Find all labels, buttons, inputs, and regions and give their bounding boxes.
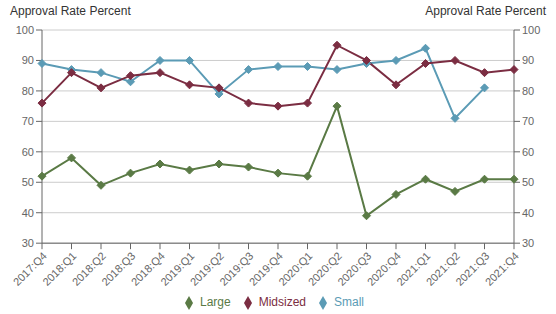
svg-text:40: 40 <box>22 207 34 219</box>
svg-text:50: 50 <box>522 176 534 188</box>
html-text:Approval Rate Percent: Approval Rate Percent <box>10 4 131 18</box>
html-text:Approval Rate Percent: Approval Rate Percent <box>425 4 546 18</box>
svg-text:2019:Q3: 2019:Q3 <box>217 249 256 288</box>
svg-text:40: 40 <box>522 207 534 219</box>
svg-text:90: 90 <box>22 54 34 66</box>
svg-text:80: 80 <box>522 85 534 97</box>
svg-text:2018:Q2: 2018:Q2 <box>69 249 108 288</box>
svg-text:70: 70 <box>22 115 34 127</box>
svg-text:90: 90 <box>522 54 534 66</box>
svg-text:50: 50 <box>22 176 34 188</box>
html-text:Small: Small <box>334 295 364 310</box>
svg-text:2020:Q2: 2020:Q2 <box>305 249 344 288</box>
svg-text:80: 80 <box>22 85 34 97</box>
svg-text:2021:Q2: 2021:Q2 <box>423 249 462 288</box>
html-text:Midsized: Midsized <box>258 295 306 310</box>
svg-text:2018:Q4: 2018:Q4 <box>128 249 167 288</box>
svg-text:100: 100 <box>16 24 34 36</box>
svg-text:2021:Q4: 2021:Q4 <box>483 250 521 288</box>
svg-text:2020:Q3: 2020:Q3 <box>335 249 374 288</box>
svg-text:2020:Q1: 2020:Q1 <box>276 249 315 288</box>
svg-text:2018:Q3: 2018:Q3 <box>99 249 138 288</box>
html-text:Large: Large <box>200 295 231 310</box>
svg-text:70: 70 <box>522 115 534 127</box>
svg-text:60: 60 <box>22 146 34 158</box>
svg-text:2021:Q1: 2021:Q1 <box>394 249 433 288</box>
svg-text:100: 100 <box>522 24 540 36</box>
svg-text:2019:Q4: 2019:Q4 <box>246 249 285 288</box>
svg-text:2020:Q4: 2020:Q4 <box>364 249 403 288</box>
svg-text:2019:Q2: 2019:Q2 <box>187 249 226 288</box>
svg-text:30: 30 <box>22 237 34 249</box>
svg-text:60: 60 <box>522 146 534 158</box>
svg-text:30: 30 <box>522 237 534 249</box>
svg-text:2017:Q4: 2017:Q4 <box>10 249 49 288</box>
svg-text:2019:Q1: 2019:Q1 <box>158 249 197 288</box>
svg-text:2021:Q3: 2021:Q3 <box>453 249 492 288</box>
svg-text:2018:Q1: 2018:Q1 <box>40 249 79 288</box>
